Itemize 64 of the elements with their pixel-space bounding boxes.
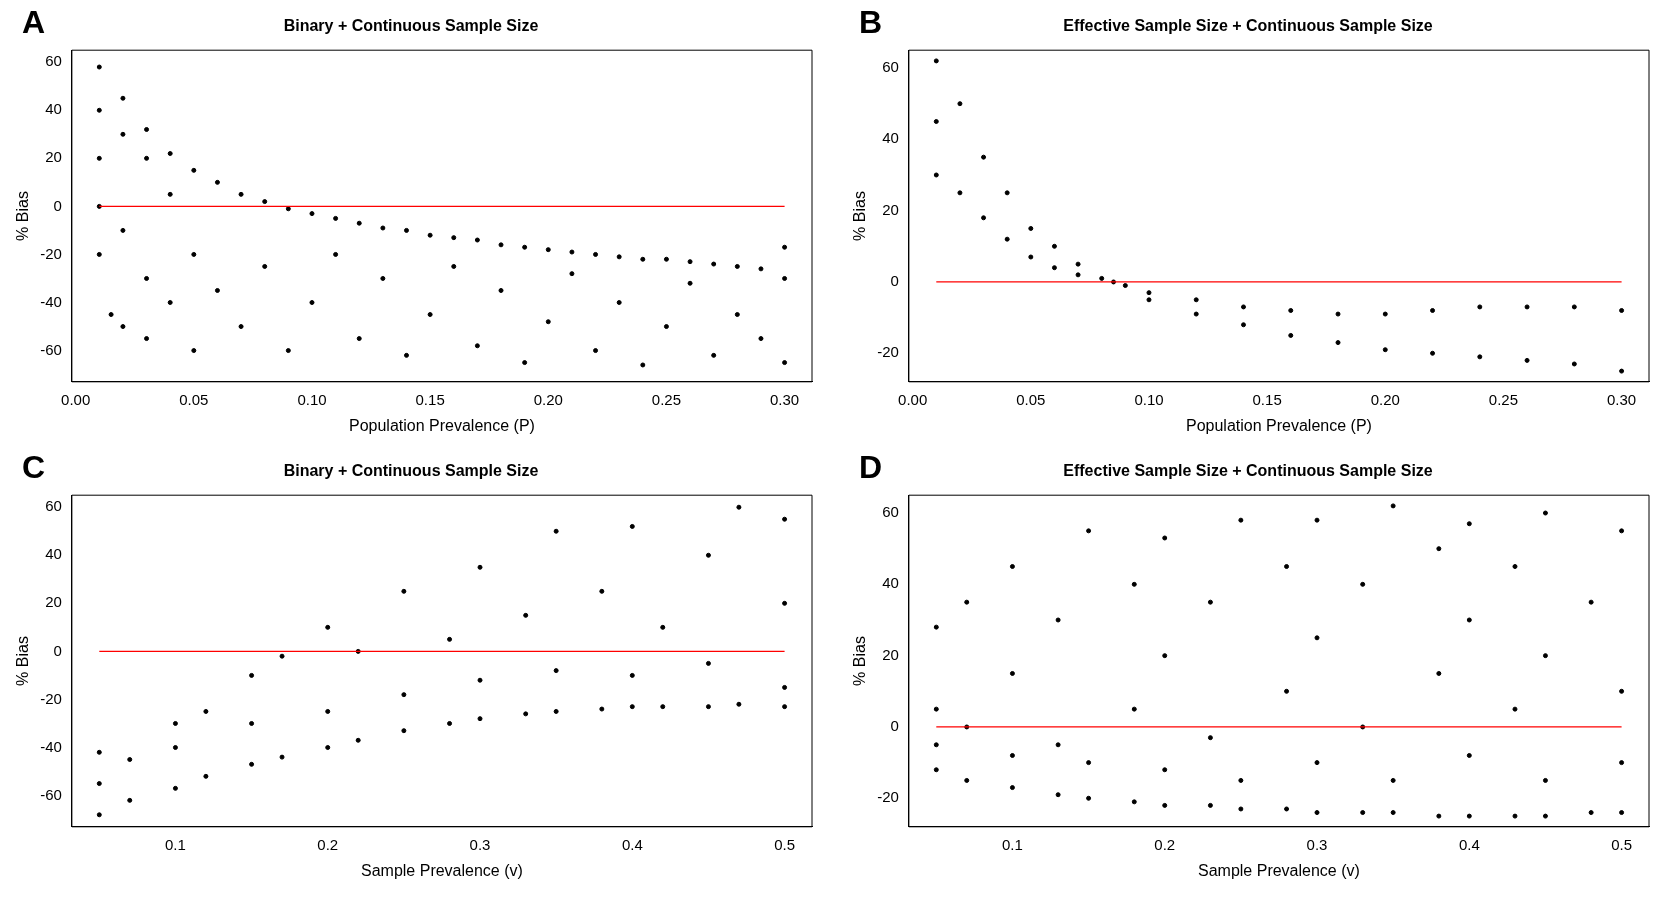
x-axis-title: Population Prevalence (P) bbox=[1185, 416, 1372, 434]
x-tick-label: 0.00 bbox=[898, 390, 928, 408]
y-tick-label: 20 bbox=[882, 645, 899, 663]
y-tick-label: -40 bbox=[40, 737, 62, 755]
x-tick-label: 0.2 bbox=[1154, 835, 1176, 853]
x-tick-label: 0.05 bbox=[179, 390, 209, 408]
x-tick-label: 0.3 bbox=[1306, 835, 1328, 853]
chart-title: Binary + Continuous Sample Size bbox=[283, 17, 539, 35]
x-tick-label: 0.30 bbox=[769, 390, 800, 408]
x-tick-label: 0.20 bbox=[533, 390, 563, 408]
y-axis-title: % Bias bbox=[851, 636, 869, 686]
text: A bbox=[22, 4, 46, 41]
y-tick-label: 60 bbox=[882, 503, 899, 521]
x-tick-label: 0.3 bbox=[469, 835, 491, 853]
y-tick-label: 20 bbox=[45, 148, 62, 166]
y-tick-label: 40 bbox=[45, 100, 62, 118]
y-tick-label: 40 bbox=[882, 574, 899, 592]
chart-title: Binary + Continuous Sample Size bbox=[283, 462, 539, 480]
y-tick-label: -20 bbox=[877, 788, 899, 806]
y-tick-label: 20 bbox=[882, 200, 899, 218]
x-axis-title: Population Prevalence (P) bbox=[348, 416, 535, 434]
x-tick-label: 0.10 bbox=[297, 390, 327, 408]
x-tick-label: 0.00 bbox=[61, 390, 91, 408]
x-tick-label: 0.05 bbox=[1016, 390, 1046, 408]
x-tick-label: 0.1 bbox=[165, 835, 186, 853]
x-tick-label: 0.2 bbox=[317, 835, 339, 853]
x-tick-label: 0.20 bbox=[1370, 390, 1400, 408]
x-tick-label: 0.15 bbox=[1252, 390, 1282, 408]
y-axis-title: % Bias bbox=[14, 636, 32, 686]
x-axis-title: Sample Prevalence (v) bbox=[361, 861, 523, 879]
x-tick-label: 0.5 bbox=[1611, 835, 1633, 853]
x-tick-label: 0.30 bbox=[1606, 390, 1637, 408]
chart-title: Effective Sample Size + Continuous Sample Size bbox=[1063, 17, 1433, 35]
y-tick-label: 40 bbox=[882, 129, 899, 147]
text: D bbox=[859, 449, 883, 486]
x-tick-label: 0.4 bbox=[621, 835, 643, 853]
text: C bbox=[22, 449, 46, 486]
x-tick-label: 0.10 bbox=[1134, 390, 1164, 408]
y-tick-label: -40 bbox=[40, 292, 62, 310]
y-tick-label: 20 bbox=[45, 593, 62, 611]
y-tick-label: -60 bbox=[40, 340, 62, 358]
text: B bbox=[859, 4, 883, 41]
x-tick-label: 0.15 bbox=[415, 390, 445, 408]
x-tick-label: 0.4 bbox=[1458, 835, 1480, 853]
y-tick-label: -20 bbox=[877, 343, 899, 361]
y-axis-title: % Bias bbox=[851, 191, 869, 241]
x-tick-label: 0.25 bbox=[1488, 390, 1519, 408]
y-tick-label: 0 bbox=[53, 196, 62, 214]
y-tick-label: 60 bbox=[45, 497, 62, 515]
x-tick-label: 0.25 bbox=[651, 390, 682, 408]
y-tick-label: -60 bbox=[40, 785, 62, 803]
x-tick-label: 0.1 bbox=[1002, 835, 1023, 853]
chart-title: Effective Sample Size + Continuous Sample Size bbox=[1063, 462, 1433, 480]
y-tick-label: 60 bbox=[882, 58, 899, 76]
y-tick-label: 0 bbox=[53, 641, 62, 659]
y-tick-label: -20 bbox=[40, 689, 62, 707]
y-tick-label: 0 bbox=[890, 717, 899, 735]
y-tick-label: 60 bbox=[45, 52, 62, 70]
y-axis-title: % Bias bbox=[14, 191, 32, 241]
x-axis-title: Sample Prevalence (v) bbox=[1198, 861, 1360, 879]
y-tick-label: 40 bbox=[45, 545, 62, 563]
y-tick-label: 0 bbox=[890, 272, 899, 290]
y-tick-label: -20 bbox=[40, 244, 62, 262]
x-tick-label: 0.5 bbox=[774, 835, 796, 853]
